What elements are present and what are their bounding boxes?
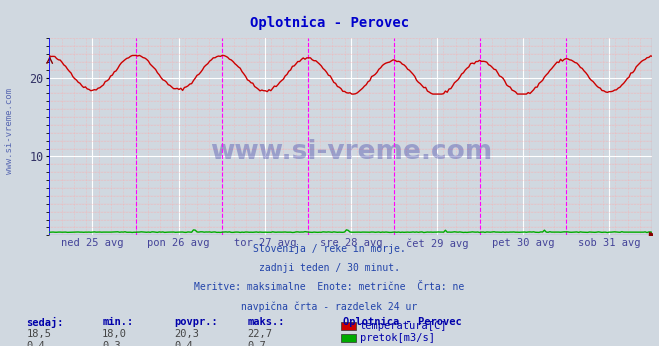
Text: min.:: min.:	[102, 317, 133, 327]
Text: navpična črta - razdelek 24 ur: navpična črta - razdelek 24 ur	[241, 301, 418, 311]
Text: Slovenija / reke in morje.: Slovenija / reke in morje.	[253, 244, 406, 254]
Text: 0,4: 0,4	[175, 341, 193, 346]
Text: 0,7: 0,7	[247, 341, 266, 346]
Text: 20,3: 20,3	[175, 329, 200, 339]
Text: pretok[m3/s]: pretok[m3/s]	[360, 333, 435, 343]
Text: Oplotnica - Perovec: Oplotnica - Perovec	[250, 16, 409, 30]
Text: www.si-vreme.com: www.si-vreme.com	[210, 139, 492, 165]
Text: 0,4: 0,4	[26, 341, 45, 346]
Text: 18,5: 18,5	[26, 329, 51, 339]
Text: maks.:: maks.:	[247, 317, 285, 327]
Text: sedaj:: sedaj:	[26, 317, 64, 328]
Text: zadnji teden / 30 minut.: zadnji teden / 30 minut.	[259, 263, 400, 273]
Text: temperatura[C]: temperatura[C]	[360, 321, 447, 331]
Text: 22,7: 22,7	[247, 329, 272, 339]
Text: Meritve: maksimalne  Enote: metrične  Črta: ne: Meritve: maksimalne Enote: metrične Črta…	[194, 282, 465, 292]
Text: povpr.:: povpr.:	[175, 317, 218, 327]
Text: Oplotnica - Perovec: Oplotnica - Perovec	[343, 317, 461, 327]
Text: 18,0: 18,0	[102, 329, 127, 339]
Text: www.si-vreme.com: www.si-vreme.com	[5, 89, 14, 174]
Text: 0,3: 0,3	[102, 341, 121, 346]
